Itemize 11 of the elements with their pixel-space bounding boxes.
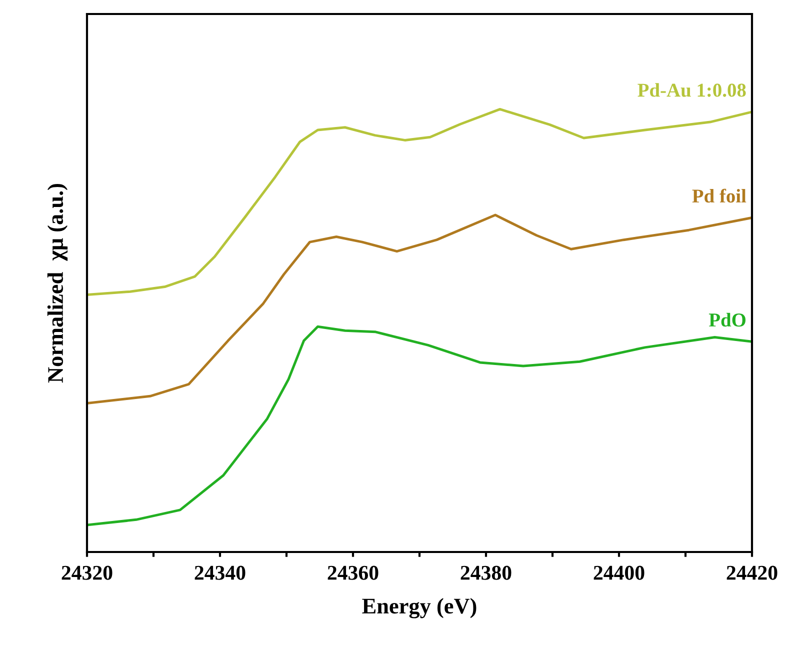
x-tick-label: 24420 [726,566,778,580]
x-tick-label: 24360 [328,566,378,580]
x-tick-label: 24320 [62,566,112,580]
y-axis-title: Normalized χμ (a.u.) [47,184,68,383]
series-label: PdO [708,312,746,327]
series-label: Pd-Au 1:0.08 [638,83,746,97]
x-axis-title: Energy (eV) [362,598,476,618]
x-tick-label: 24380 [460,566,512,580]
series-label: Pd foil [692,188,746,203]
x-tick-label: 24400 [594,566,644,580]
x-tick-label: 24340 [194,566,246,580]
